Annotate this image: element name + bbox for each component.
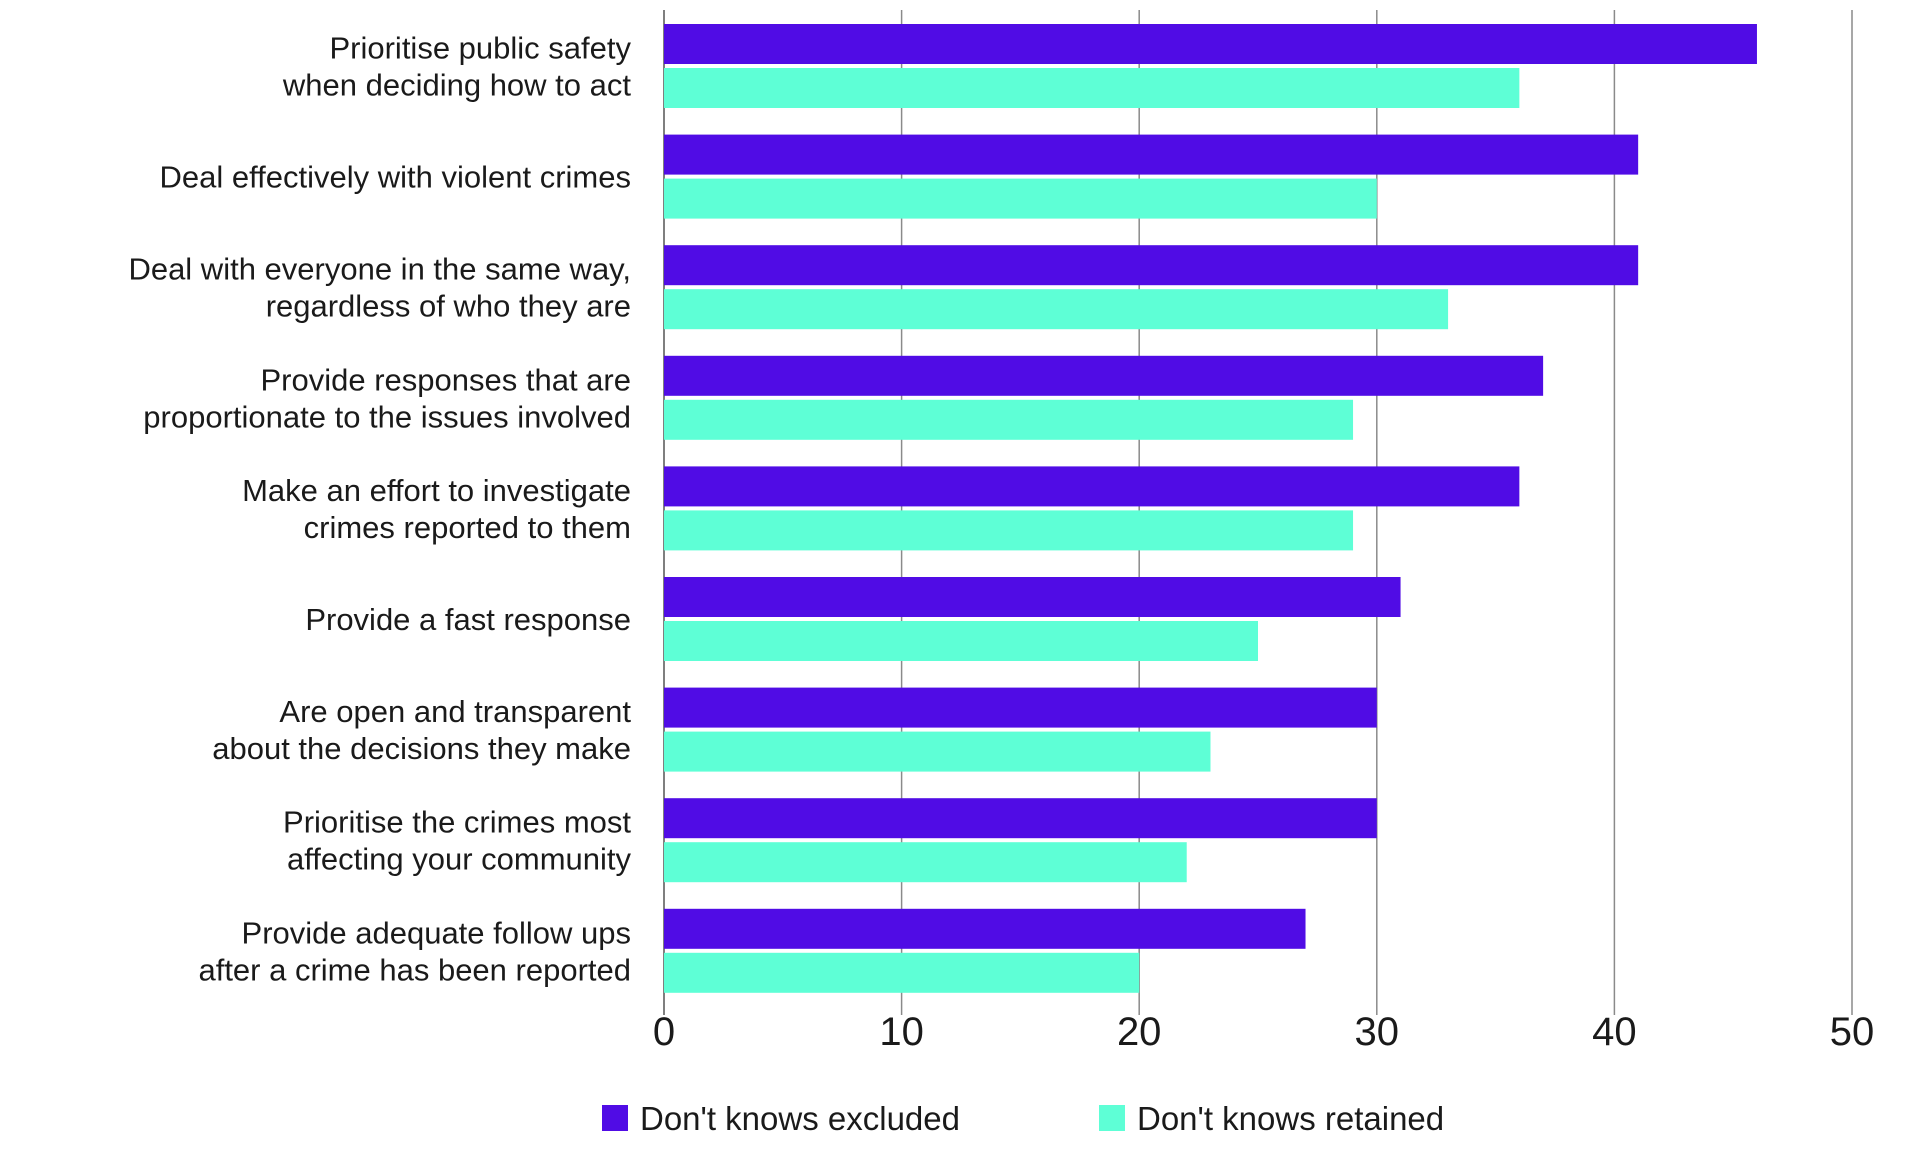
bar-retained xyxy=(664,399,1354,440)
bar-excluded xyxy=(664,687,1377,728)
bar-retained xyxy=(664,510,1354,551)
x-tick-label: 10 xyxy=(879,1010,924,1054)
bar-excluded xyxy=(664,798,1377,839)
bar-excluded xyxy=(664,355,1544,396)
legend-swatch xyxy=(602,1105,628,1131)
category-label: regardless of who they are xyxy=(266,289,631,324)
bar-excluded xyxy=(664,577,1401,617)
category-label: when deciding how to act xyxy=(282,68,632,103)
category-label: Make an effort to investigate xyxy=(242,473,631,508)
bar-excluded xyxy=(664,908,1306,949)
category-label: Deal effectively with violent crimes xyxy=(160,160,632,195)
category-label: Provide responses that are xyxy=(261,362,632,397)
bar-retained xyxy=(664,842,1187,883)
category-label: Are open and transparent xyxy=(279,694,631,729)
category-label: Prioritise public safety xyxy=(329,31,631,66)
bar-excluded xyxy=(664,24,1757,64)
category-label: Deal with everyone in the same way, xyxy=(128,252,631,287)
legend-swatch xyxy=(1099,1105,1125,1131)
legend-label: Don't knows excluded xyxy=(640,1100,960,1137)
bar-retained xyxy=(664,731,1211,772)
category-label: about the decisions they make xyxy=(212,731,631,766)
bar-excluded xyxy=(664,245,1639,286)
bar-retained xyxy=(664,952,1140,993)
x-tick-label: 20 xyxy=(1117,1010,1162,1054)
category-label: affecting your community xyxy=(287,842,632,877)
category-label: Provide a fast response xyxy=(305,602,631,637)
bar-retained xyxy=(664,178,1377,219)
legend-label: Don't knows retained xyxy=(1137,1100,1444,1137)
bar-retained xyxy=(664,68,1520,108)
bar-retained xyxy=(664,289,1449,330)
x-tick-label: 50 xyxy=(1830,1010,1875,1054)
bar-excluded xyxy=(664,134,1639,175)
x-tick-label: 40 xyxy=(1592,1010,1637,1054)
category-label: Provide adequate follow ups xyxy=(242,915,631,950)
category-label: Prioritise the crimes most xyxy=(283,805,631,840)
bar-retained xyxy=(664,621,1258,661)
category-label: after a crime has been reported xyxy=(198,952,631,987)
x-tick-label: 0 xyxy=(653,1010,675,1054)
x-tick-label: 30 xyxy=(1355,1010,1400,1054)
category-label: proportionate to the issues involved xyxy=(143,399,631,434)
category-label: crimes reported to them xyxy=(304,510,631,545)
bar-excluded xyxy=(664,466,1520,507)
